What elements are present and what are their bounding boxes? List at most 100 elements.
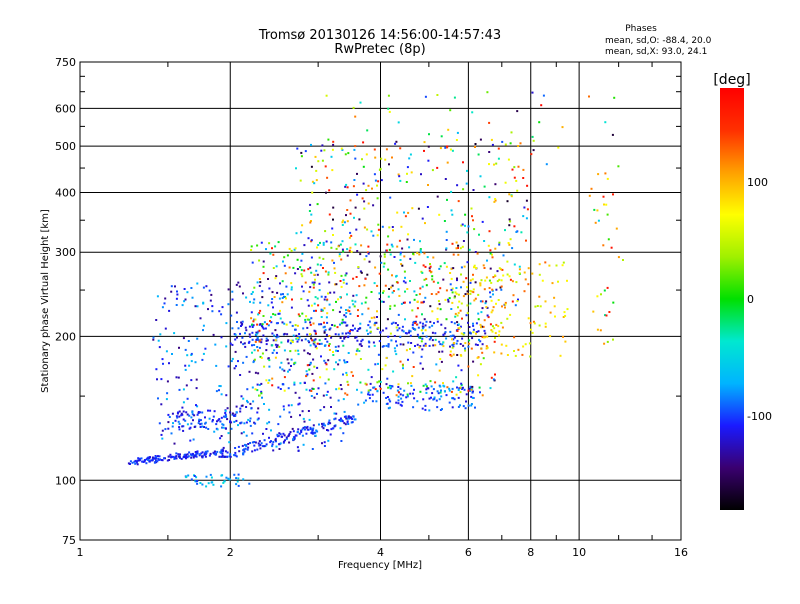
data-point xyxy=(236,321,238,323)
data-point xyxy=(196,480,199,482)
data-point xyxy=(439,265,442,268)
data-point xyxy=(283,434,286,437)
data-point xyxy=(604,172,607,175)
data-point xyxy=(368,345,371,348)
data-point xyxy=(421,285,424,288)
data-point xyxy=(411,326,414,329)
data-point xyxy=(244,447,247,450)
data-point xyxy=(456,314,459,317)
data-point xyxy=(518,265,521,268)
data-point xyxy=(419,249,422,252)
data-point xyxy=(177,411,179,414)
data-point xyxy=(390,385,393,387)
data-point xyxy=(493,340,496,343)
data-point xyxy=(551,282,554,285)
data-point xyxy=(295,167,297,170)
data-point xyxy=(459,391,462,394)
data-point xyxy=(420,301,423,304)
data-point xyxy=(398,239,401,242)
data-point xyxy=(156,295,159,298)
data-point xyxy=(544,325,547,328)
data-point xyxy=(489,295,492,298)
data-point xyxy=(278,432,281,435)
data-point xyxy=(258,444,261,447)
data-point xyxy=(175,452,178,455)
data-point xyxy=(288,411,291,414)
data-point xyxy=(374,321,377,324)
data-point xyxy=(488,163,490,166)
data-point xyxy=(387,343,390,346)
data-point xyxy=(170,285,173,288)
data-point xyxy=(493,163,495,166)
data-point xyxy=(479,175,482,178)
data-point xyxy=(181,425,184,428)
data-point xyxy=(405,396,408,399)
data-point xyxy=(320,342,323,345)
data-point xyxy=(323,330,326,333)
chart-subtitle: RwPretec (8p) xyxy=(334,42,425,57)
data-point xyxy=(488,287,491,289)
data-point xyxy=(590,187,593,190)
data-point xyxy=(230,421,233,424)
data-point xyxy=(409,334,412,337)
data-point xyxy=(451,291,454,294)
data-point xyxy=(311,339,314,342)
data-point xyxy=(321,442,323,445)
data-point xyxy=(397,399,400,402)
data-point xyxy=(328,328,331,331)
data-point xyxy=(279,388,282,390)
data-point xyxy=(445,318,448,321)
data-point xyxy=(480,347,483,350)
data-point xyxy=(534,305,537,308)
data-point xyxy=(450,321,453,324)
data-point xyxy=(386,243,389,246)
data-point xyxy=(402,301,405,304)
data-point xyxy=(424,344,427,347)
data-point xyxy=(479,340,482,343)
data-point xyxy=(258,284,261,287)
data-point xyxy=(453,96,456,99)
data-point xyxy=(421,332,424,335)
data-point xyxy=(532,320,535,323)
data-point xyxy=(149,456,151,459)
data-point xyxy=(462,280,465,283)
data-point xyxy=(385,383,388,386)
data-point xyxy=(275,265,278,268)
data-point xyxy=(198,418,201,421)
data-point xyxy=(165,350,168,353)
data-point xyxy=(366,251,369,254)
data-point xyxy=(152,338,155,341)
data-point xyxy=(439,308,442,311)
data-point xyxy=(489,252,492,255)
data-point xyxy=(432,344,435,347)
data-point xyxy=(203,453,206,456)
data-point xyxy=(390,243,393,246)
data-point xyxy=(455,139,458,141)
data-point xyxy=(360,271,363,274)
data-point xyxy=(281,297,284,299)
data-point xyxy=(367,391,370,394)
data-point xyxy=(342,250,345,253)
data-point xyxy=(369,330,372,333)
data-point xyxy=(404,276,406,279)
data-point xyxy=(195,455,198,458)
data-point xyxy=(282,432,285,435)
data-point xyxy=(468,248,471,251)
data-point xyxy=(474,143,477,145)
data-point xyxy=(605,314,608,317)
x-tick-label: 4 xyxy=(377,546,384,559)
data-point xyxy=(564,314,567,317)
data-point xyxy=(309,344,312,347)
data-point xyxy=(208,417,211,420)
data-point xyxy=(234,350,237,353)
data-point xyxy=(195,404,197,407)
data-point xyxy=(319,409,322,412)
data-point xyxy=(402,343,405,346)
data-point xyxy=(332,309,335,312)
data-point xyxy=(202,324,205,327)
data-point xyxy=(399,147,402,150)
data-point xyxy=(387,386,390,389)
data-point xyxy=(382,291,384,294)
data-point xyxy=(196,450,199,453)
data-point xyxy=(328,343,331,345)
